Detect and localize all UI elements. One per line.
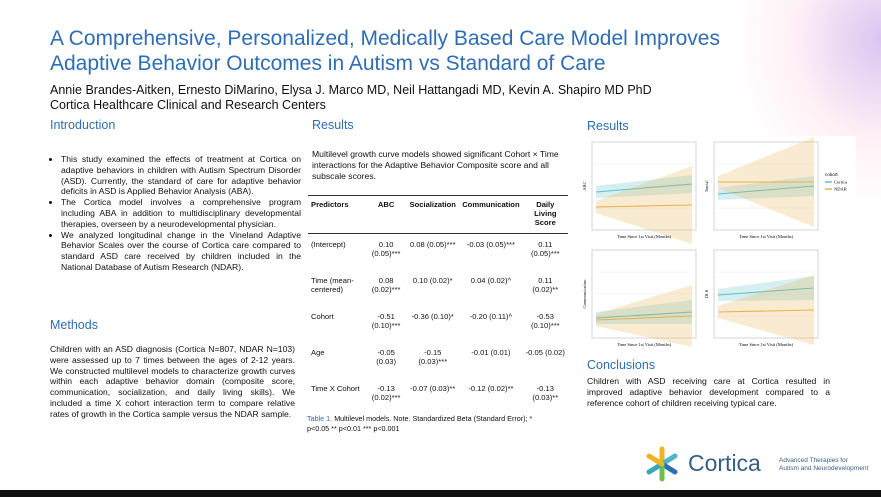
section-heading: Methods	[50, 318, 98, 332]
bullet: The Cortica model involves a comprehensi…	[61, 197, 301, 229]
table-cell: 0.08 (0.02)***	[371, 276, 401, 294]
y-axis-label: Communication	[582, 279, 587, 309]
table-cell: 0.10 (0.05)***	[371, 240, 401, 258]
header-cell: Socialization	[406, 195, 460, 234]
tagline-line: Autism and Neurodevelopment	[779, 465, 869, 472]
table-cell: -0.03 (0.05)***	[466, 240, 515, 249]
bullet: We analyzed longitudinal change in the V…	[61, 230, 301, 273]
table-cell: 0.04 (0.02)^	[470, 276, 512, 285]
table-row: Age -0.05 (0.03) -0.15 (0.03)*** -0.01 (0.0…	[308, 342, 568, 378]
results-table: Predictors ABC Socialization Communication D…	[308, 195, 568, 414]
plot-panel: ABC Time Since 1st Visit (Months)	[582, 141, 697, 244]
trend-line	[717, 309, 815, 313]
authors: Annie Brandes-Aitken, Ernesto DiMarino, …	[50, 83, 652, 97]
table-cell: (Intercept)	[311, 240, 346, 249]
header-cell: Communication	[459, 195, 523, 234]
table-cell: Cohort	[311, 312, 334, 321]
caption-text: Multilevel models. Note. Standardized Be…	[307, 414, 533, 433]
section-heading: Conclusions	[587, 358, 656, 372]
table-row: Time (mean-centered) 0.08 (0.02)*** 0.10 (…	[308, 270, 568, 306]
logo-icon	[646, 446, 678, 482]
table-cell: 0.10 (0.02)*	[412, 276, 453, 285]
table-row: Time X Cohort -0.13 (0.02)*** -0.07 (0.03)…	[308, 378, 568, 414]
table-cell: Age	[311, 348, 325, 357]
table-row: Cohort -0.51 (0.10)*** -0.36 (0.10)* -0.20 …	[308, 306, 568, 342]
confidence-band	[596, 285, 692, 347]
trend-line	[595, 204, 693, 208]
intro-bullets: This study examined the effects of treat…	[50, 154, 301, 273]
trend-line	[717, 287, 815, 296]
conclusions-text: Children with ASD receiving care at Cort…	[587, 376, 830, 408]
results-text: Multilevel growth curve models showed si…	[312, 149, 559, 181]
table-row: (Intercept) 0.10 (0.05)*** 0.08 (0.05)*** -…	[308, 234, 568, 271]
header-cell: Predictors	[308, 195, 366, 234]
section-heading: Results	[587, 119, 629, 133]
y-axis-label: ABC	[582, 181, 587, 190]
methods-text: Children with an ASD diagnosis (Cortica …	[50, 344, 295, 419]
confidence-band	[596, 175, 692, 198]
table-cell: 0.08 (0.05)***	[409, 240, 456, 249]
table-cell: -0.53 (0.10)***	[530, 312, 560, 330]
tagline-line: Advanced Therapies for	[779, 457, 848, 464]
table-cell: -0.36 (0.10)*	[411, 312, 454, 321]
table-cell: 0.11 (0.02)**	[532, 276, 559, 294]
logo-name: Cortica	[688, 450, 761, 476]
confidence-band	[596, 300, 692, 324]
table-cell: -0.13 (0.03)**	[532, 384, 559, 402]
title-line: A Comprehensive, Personalized, Medically…	[50, 27, 720, 50]
confidence-band	[596, 166, 692, 244]
table-cell: -0.13 (0.02)***	[371, 384, 401, 402]
section-heading: Results	[312, 118, 354, 132]
header-row: Predictors ABC Socialization Communication D…	[308, 195, 568, 234]
table-cell: Time X Cohort	[311, 384, 360, 393]
trend-line	[595, 311, 693, 319]
table-cell: -0.51 (0.10)***	[371, 312, 401, 330]
plot-panel: Social Time Since 1st Visit (Months)	[704, 137, 819, 239]
table-cell: -0.15 (0.03)***	[418, 348, 448, 366]
plot-panel: DLS Time Since 1st Visit (Months)	[704, 249, 819, 347]
affiliation: Cortica Healthcare Clinical and Research…	[50, 98, 326, 112]
x-axis-label: Time Since 1st Visit (Months)	[739, 234, 794, 239]
x-axis-label: Time Since 1st Visit (Months)	[617, 234, 672, 239]
y-axis-label: DLS	[704, 289, 709, 298]
y-axis-label: Social	[704, 180, 709, 192]
trend-line	[717, 185, 815, 195]
table-cell: Time (mean-centered)	[311, 276, 354, 294]
plot-panel: Communication Time Since 1st Visit (Month…	[582, 249, 697, 347]
legend-label: Cortica	[834, 180, 847, 185]
table-caption: Table 1. Multilevel models. Note. Standa…	[307, 414, 547, 434]
legend-label: NDAR	[834, 187, 847, 192]
table-cell: 0.11 (0.05)***	[530, 240, 560, 258]
table-cell: -0.12 (0.02)**	[468, 384, 514, 393]
legend-title: cohort	[825, 173, 838, 178]
logo-tagline: Advanced Therapies for Autism and Neurod…	[779, 457, 868, 473]
table-cell: -0.20 (0.11)^	[469, 312, 513, 321]
table-cell: -0.05 (0.02)	[525, 348, 565, 357]
trend-line	[595, 183, 693, 193]
x-axis-label: Time Since 1st Visit (Months)	[617, 342, 672, 347]
section-heading: Introduction	[50, 118, 116, 132]
plots-figure: ABC Time Since 1st Visit (Months) Social Ti…	[578, 136, 856, 354]
title: A Comprehensive, Personalized, Medically…	[50, 26, 720, 76]
header-cell: Daily Living Score	[522, 195, 568, 234]
title-line: Adaptive Behavior Outcomes in Autism vs …	[50, 52, 606, 75]
table-cell: -0.05 (0.03)	[376, 348, 397, 366]
caption-label: Table 1.	[307, 414, 333, 423]
trend-line	[595, 315, 693, 321]
confidence-band	[718, 275, 814, 345]
table-cell: -0.07 (0.03)**	[410, 384, 456, 393]
confidence-band	[718, 276, 814, 301]
bullet: This study examined the effects of treat…	[61, 154, 301, 197]
x-axis-label: Time Since 1st Visit (Months)	[739, 342, 794, 347]
table-cell: -0.01 (0.01)	[471, 348, 511, 357]
bottom-bar	[0, 490, 881, 497]
legend: cohort Cortica NDAR	[825, 173, 847, 192]
header-cell: ABC	[366, 195, 407, 234]
